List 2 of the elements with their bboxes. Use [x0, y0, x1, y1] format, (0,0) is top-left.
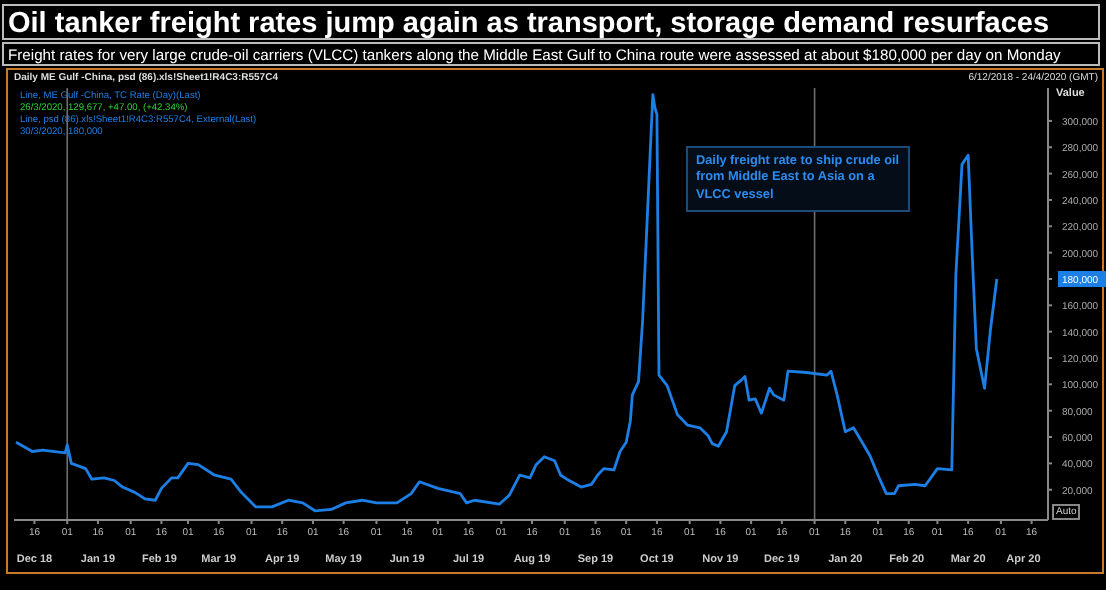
line-series — [14, 93, 999, 513]
chart-title: Oil tanker freight rates jump again as transport, storage demand resurfaces — [2, 4, 1100, 40]
